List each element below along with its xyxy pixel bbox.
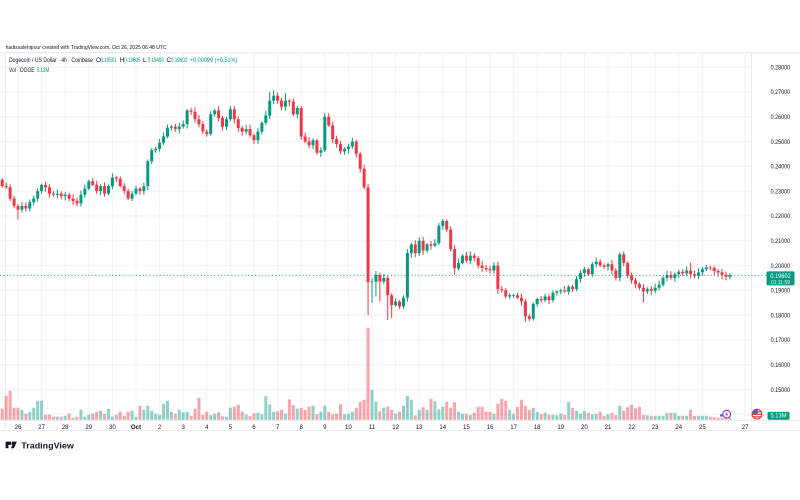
svg-text:0.15000: 0.15000 [771,387,791,394]
svg-text:5: 5 [229,424,233,431]
svg-text:0.19602: 0.19602 [171,57,188,64]
svg-text:0.19000: 0.19000 [771,288,791,295]
svg-text:0.28000: 0.28000 [771,64,791,71]
svg-text:0.26000: 0.26000 [771,114,791,121]
svg-text:0.20000: 0.20000 [771,263,791,270]
svg-text:19: 19 [557,424,564,431]
svg-text:L: L [143,57,147,64]
svg-text:29: 29 [85,424,92,431]
svg-text:0.27000: 0.27000 [771,89,791,96]
svg-text:25: 25 [699,424,706,431]
svg-text:13: 13 [416,424,423,431]
svg-text:O: O [96,57,101,64]
svg-text:7: 7 [276,424,280,431]
svg-text:2: 2 [158,424,162,431]
svg-text:20: 20 [581,424,588,431]
svg-text:Oct: Oct [131,424,141,431]
svg-text:C: C [166,57,171,64]
svg-text:5.13M: 5.13M [37,67,50,74]
svg-text:27: 27 [38,424,45,431]
svg-text:H: H [120,57,125,64]
svg-text:0.24000: 0.24000 [771,164,791,171]
svg-text:27: 27 [742,424,749,431]
svg-text:0.25000: 0.25000 [771,139,791,146]
svg-text:TradingView: TradingView [21,440,74,450]
svg-text:0.19501: 0.19501 [101,57,118,64]
svg-text:+0.00099 (+0.51%): +0.00099 (+0.51%) [190,57,238,64]
svg-text:28: 28 [62,424,69,431]
svg-text:0.17000: 0.17000 [771,337,791,344]
svg-text:26: 26 [15,424,22,431]
svg-text:0.22000: 0.22000 [771,213,791,220]
svg-text:17: 17 [510,424,517,431]
svg-text:01:11:59: 01:11:59 [771,280,790,286]
svg-text:5.13M: 5.13M [771,413,787,420]
svg-text:Vol · DOGE: Vol · DOGE [9,67,35,74]
svg-text:0.21000: 0.21000 [771,238,791,245]
svg-text:16: 16 [487,424,494,431]
svg-text:18: 18 [534,424,541,431]
svg-text:23: 23 [652,424,659,431]
svg-text:hadissalehipour created with T: hadissalehipour created with TradingView… [6,45,167,51]
svg-text:6: 6 [252,424,256,431]
svg-text:10: 10 [345,424,352,431]
svg-text:15: 15 [463,424,470,431]
svg-text:0.19605: 0.19605 [124,57,141,64]
svg-text:Dogecoin / US Dollar · 4h · Co: Dogecoin / US Dollar · 4h · Coinbase [9,57,93,64]
svg-text:3: 3 [182,424,186,431]
svg-text:4: 4 [205,424,209,431]
svg-text:0.19493: 0.19493 [148,57,165,64]
svg-text:22: 22 [628,424,635,431]
svg-text:24: 24 [675,424,682,431]
svg-text:21: 21 [605,424,612,431]
svg-text:9: 9 [323,424,327,431]
svg-text:0.23000: 0.23000 [771,188,791,195]
svg-text:0.19602: 0.19602 [770,273,791,280]
svg-text:0.18000: 0.18000 [771,312,791,319]
svg-text:8: 8 [300,424,304,431]
svg-text:14: 14 [439,424,446,431]
svg-text:0.16000: 0.16000 [771,362,791,369]
svg-text:30: 30 [109,424,116,431]
svg-text:11: 11 [369,424,376,431]
svg-text:12: 12 [392,424,399,431]
